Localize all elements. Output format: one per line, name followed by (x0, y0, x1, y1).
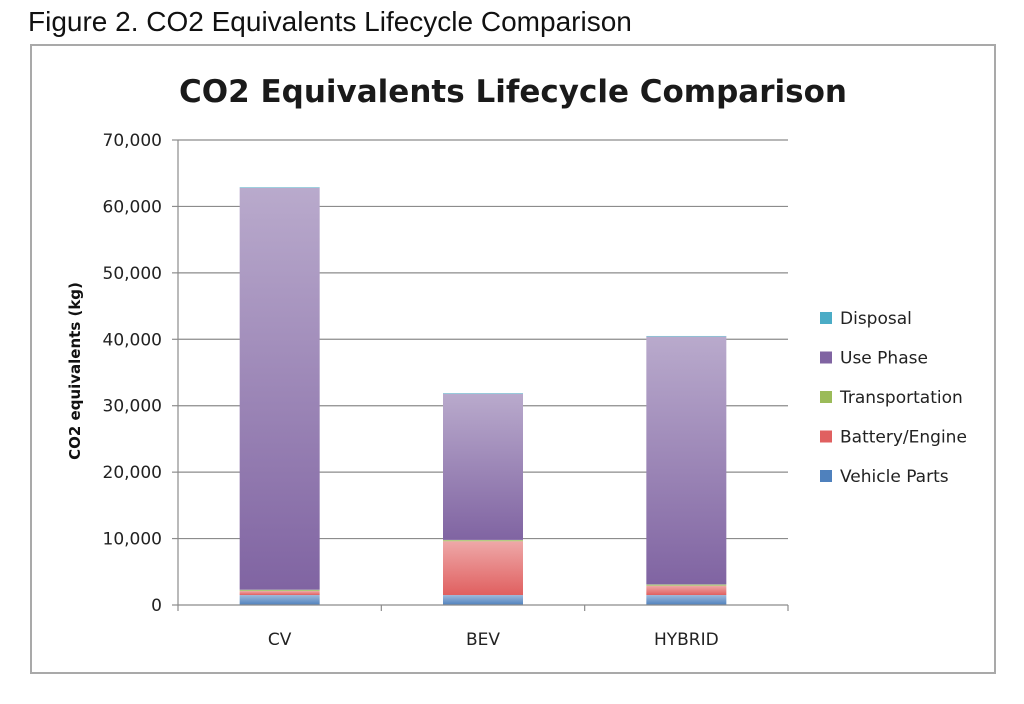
chart-title: CO2 Equivalents Lifecycle Comparison (179, 74, 847, 110)
axes-group: 0 10,000 20,000 30,000 40,000 50,000 60,000 70,… (103, 131, 789, 650)
y-axis-label: CO2 equivalents (kg) (66, 282, 84, 460)
y-tick-label: 30,000 (103, 397, 162, 417)
legend-label: Disposal (840, 309, 912, 329)
chart-frame: CO2 Equivalents Lifecycle Comparison CO2… (30, 44, 996, 674)
bars-group (239, 187, 727, 605)
bar-segment (646, 584, 727, 586)
bar-segment (239, 589, 320, 592)
bar-segment (443, 393, 523, 394)
legend-label: Transportation (839, 388, 963, 408)
y-tick-label: 50,000 (103, 264, 162, 284)
stacked-bar-chart: CO2 Equivalents Lifecycle Comparison CO2… (66, 74, 967, 650)
y-tick-label: 10,000 (103, 530, 162, 550)
bar-segment (443, 541, 523, 596)
bar-segment (239, 187, 320, 590)
legend-swatch (820, 391, 832, 403)
bar-segment (646, 336, 727, 585)
bar-segment (443, 539, 523, 542)
legend-swatch (820, 351, 832, 364)
bar-segment (443, 393, 523, 540)
x-tick-label: CV (268, 630, 292, 650)
bar-segment (443, 595, 523, 605)
legend-swatch (820, 430, 832, 443)
x-tick-label: HYBRID (654, 630, 719, 650)
y-tick-label: 70,000 (103, 131, 162, 151)
bar-segment (239, 187, 320, 188)
legend-label: Vehicle Parts (840, 467, 949, 487)
bar-segment (239, 595, 320, 605)
y-tick-label: 0 (151, 596, 162, 616)
bar-segment (646, 585, 727, 596)
y-tick-label: 60,000 (103, 197, 162, 217)
legend-label: Use Phase (840, 349, 928, 369)
figure-caption: Figure 2. CO2 Equivalents Lifecycle Comp… (28, 6, 632, 37)
bar-segment (239, 591, 320, 596)
y-tick-label: 20,000 (103, 463, 162, 483)
legend-label: Battery/Engine (840, 428, 967, 448)
legend: Disposal Use Phase Transportation Battery/E… (820, 309, 967, 487)
y-tick-label: 40,000 (103, 330, 162, 350)
legend-swatch (820, 470, 832, 482)
bar-segment (646, 335, 727, 337)
x-tick-label: BEV (466, 630, 500, 650)
legend-swatch (820, 312, 832, 324)
bar-segment (646, 595, 727, 605)
